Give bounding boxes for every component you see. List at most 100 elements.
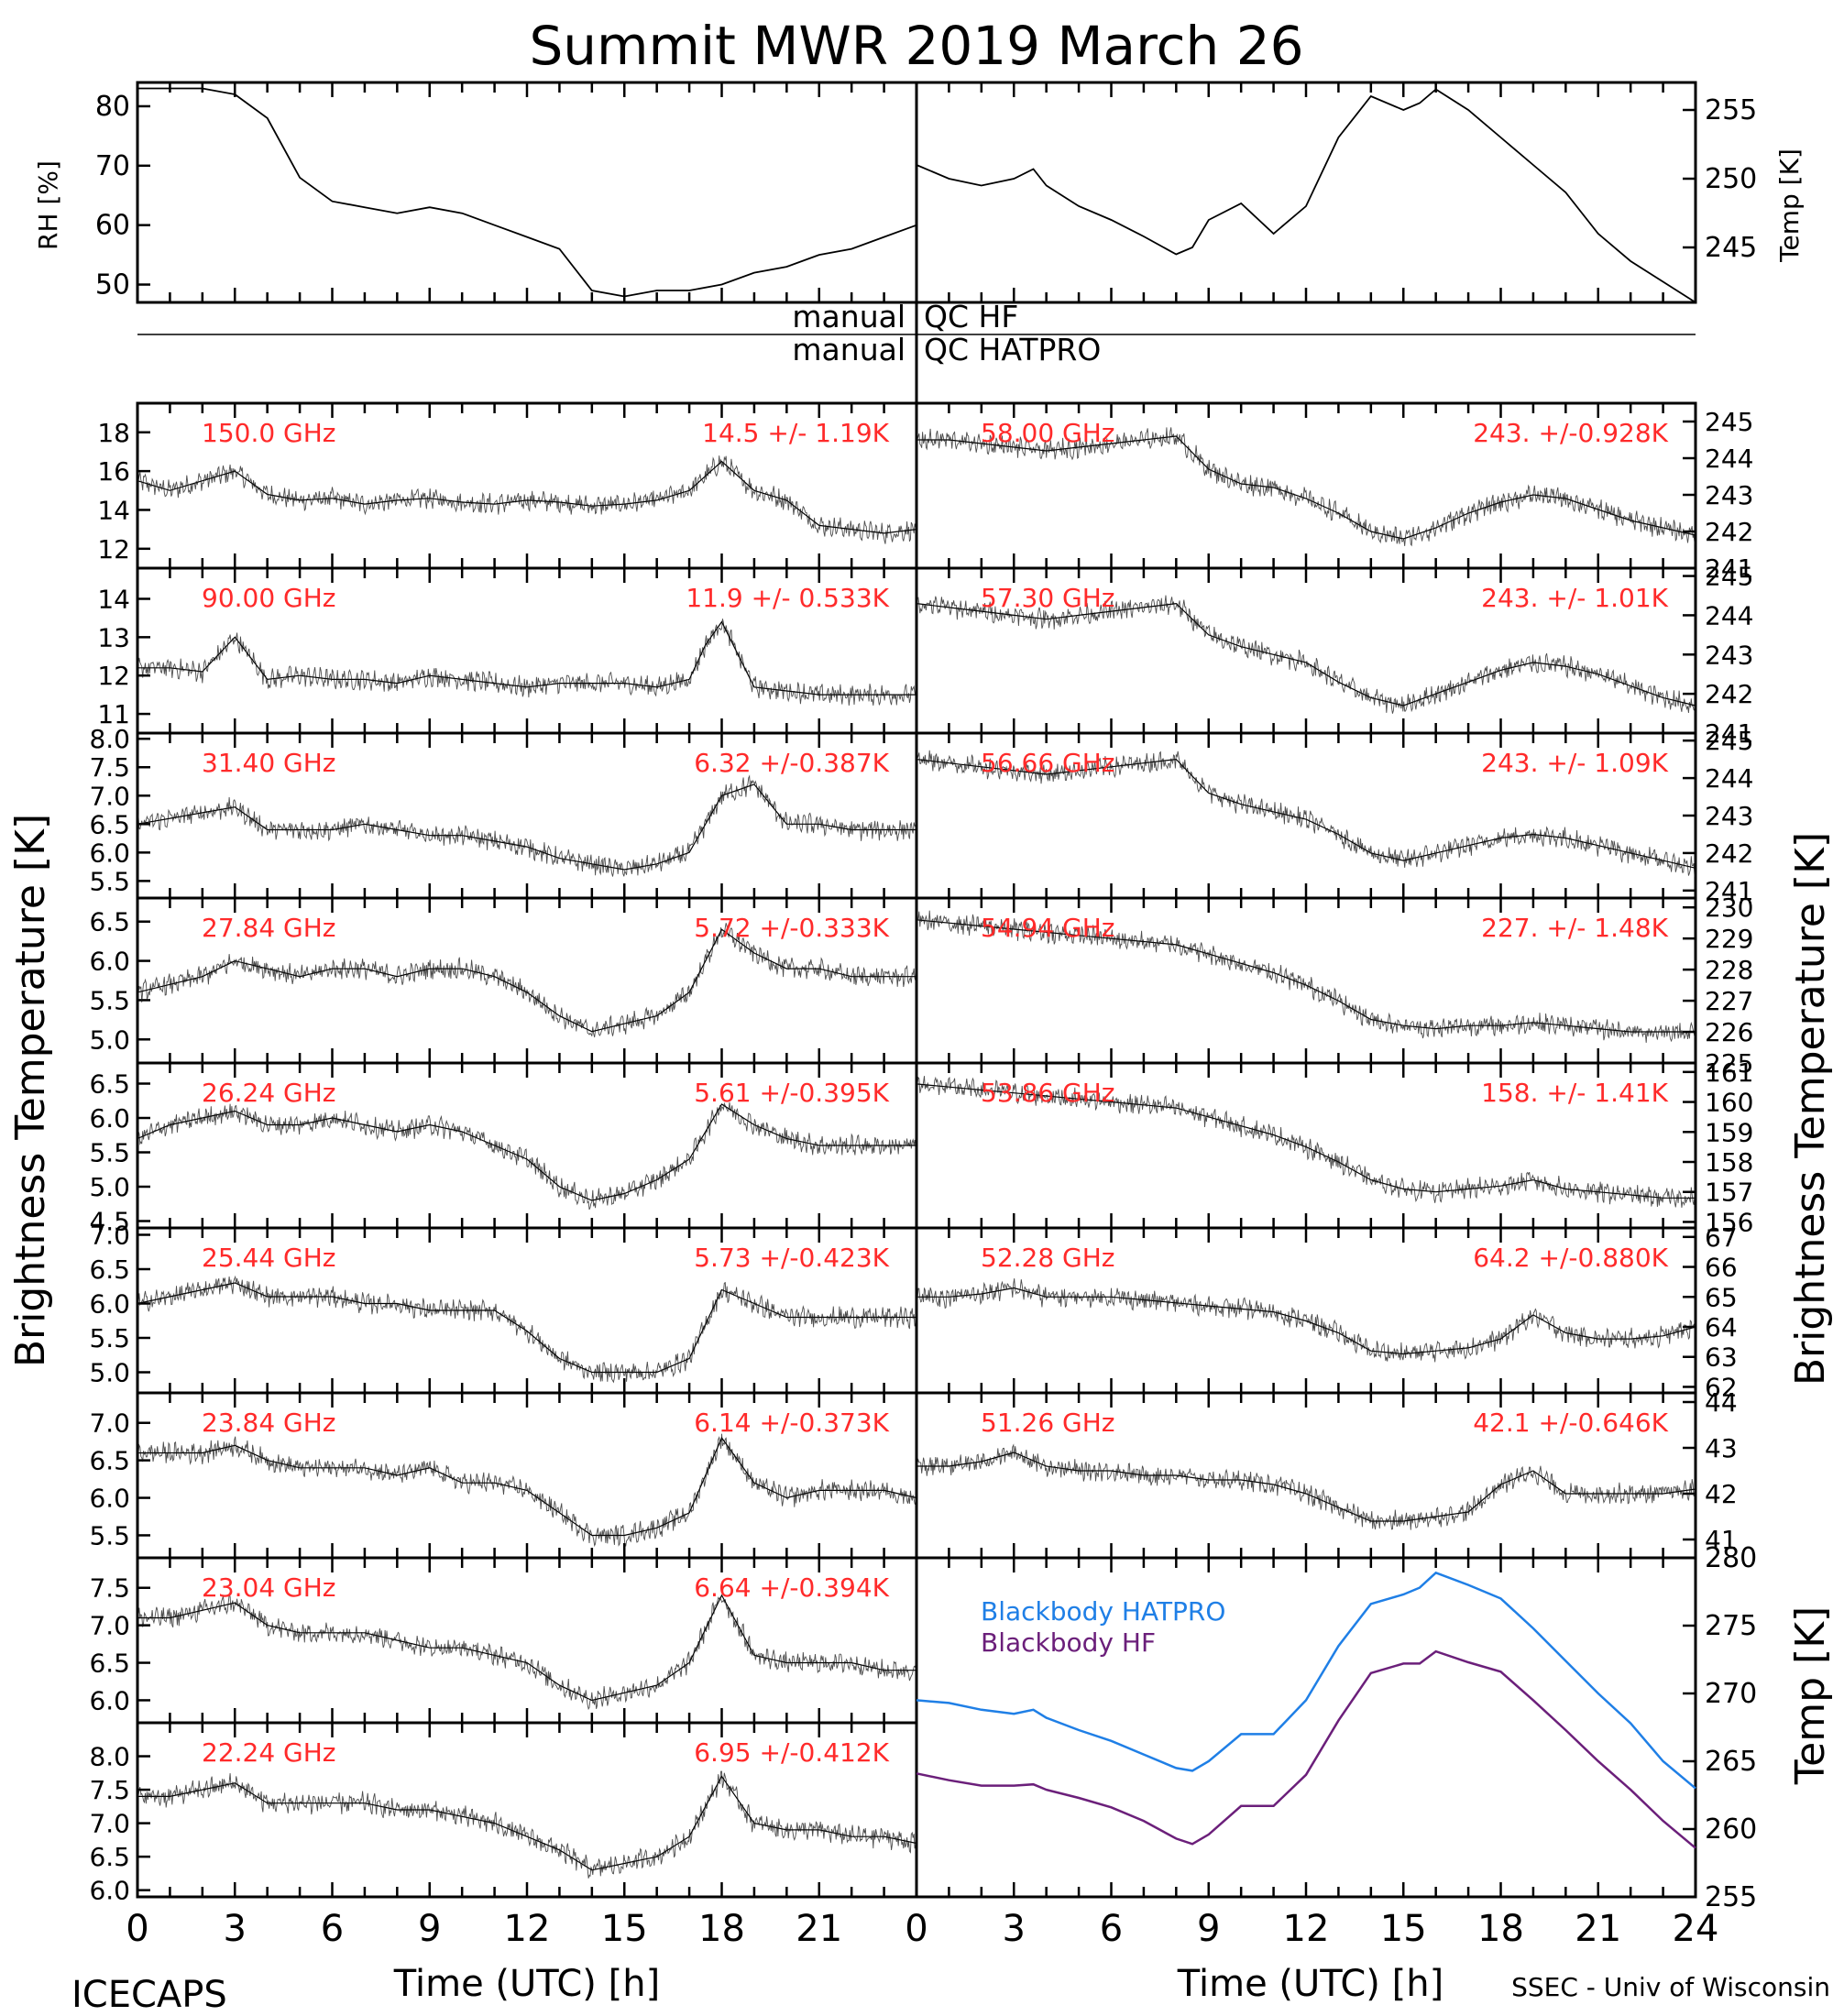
channel-stat: 11.9 +/- 0.533K <box>686 583 889 613</box>
y-tick-label: 7.5 <box>89 1573 130 1604</box>
panel-ch2304: 6.0 6.5 7.0 7.5 23.04 GHz 6.64 +/-0.394K <box>89 1556 918 1725</box>
x-tick-label: 6 <box>1100 1908 1123 1950</box>
x-tick-label: 18 <box>698 1908 745 1950</box>
y-tick-label: 6.0 <box>89 1289 130 1320</box>
y-tick-label: 13 <box>97 622 130 652</box>
panel-blackbody: 255 260 265 270 275 280 Blackbody HATPROBlackb… <box>905 1542 1757 1950</box>
channel-stat: 5.73 +/-0.423K <box>694 1243 889 1273</box>
y-tick-label: 265 <box>1705 1746 1757 1778</box>
channel-label: 52.28 GHz <box>981 1243 1115 1273</box>
channel-stat: 42.1 +/-0.646K <box>1473 1408 1668 1438</box>
x-axis-label-right: Time (UTC) [h] <box>1177 1963 1443 2005</box>
measurement-noise <box>916 1278 1696 1363</box>
y-tick-label: 242 <box>1705 517 1753 547</box>
temp-axis-label: Temp [K] <box>1774 148 1805 263</box>
y-tick-label: 228 <box>1705 955 1753 985</box>
y-tick-label: 7.0 <box>89 1809 130 1839</box>
channel-label: 54.94 GHz <box>981 913 1115 943</box>
measurement-noise <box>137 619 917 707</box>
series-line <box>137 1282 916 1374</box>
y-tick-label: 5.5 <box>89 1520 130 1550</box>
y-tick-label: 161 <box>1705 1057 1753 1088</box>
series-line-blackbody-hatpro <box>916 1571 1696 1790</box>
y-tick-label: 8.0 <box>89 724 130 754</box>
y-tick-label: 227 <box>1705 986 1753 1016</box>
channel-label: 25.44 GHz <box>202 1243 336 1273</box>
y-tick-label: 243 <box>1705 801 1753 831</box>
y-tick-label: 42 <box>1705 1479 1738 1509</box>
channel-stat: 5.72 +/-0.333K <box>694 913 889 943</box>
series-line <box>137 928 916 1033</box>
measurement-noise <box>137 923 917 1038</box>
channel-label: 150.0 GHz <box>202 418 336 448</box>
panel-ch2384: 5.5 6.0 6.5 7.0 23.84 GHz 6.14 +/-0.373K <box>89 1391 918 1560</box>
y-tick-label: 4.5 <box>89 1207 130 1237</box>
y-tick-label: 6.0 <box>89 1876 130 1906</box>
panel-ch2624: 4.5 5.0 5.5 6.06.5 26.24 GHz 5.61 +/-0.395K <box>89 1061 918 1237</box>
y-tick-label: 5.0 <box>89 1172 130 1202</box>
series-line <box>916 1287 1696 1355</box>
y-tick-label: 270 <box>1705 1678 1757 1710</box>
channel-label: 22.24 GHz <box>202 1737 336 1768</box>
qc-label-manual-1: manual <box>792 299 906 334</box>
y-tick-label: 6.5 <box>89 1255 130 1285</box>
channel-stat: 6.14 +/-0.373K <box>694 1408 889 1438</box>
y-tick-label: 229 <box>1705 924 1753 954</box>
channel-label: 51.26 GHz <box>981 1408 1115 1438</box>
channel-stat: 64.2 +/-0.880K <box>1473 1243 1668 1273</box>
y-tick-label: 160 <box>1705 1088 1753 1118</box>
y-tick-label: 6.0 <box>89 947 130 977</box>
y-tick-label: 225 <box>1705 1048 1753 1079</box>
panel-ch2224: 6.0 6.57.0 7.58.0 22.24 GHz 6.95 +/-0.412K 0 3… <box>89 1721 918 1950</box>
y-tick-label: 242 <box>1705 838 1753 869</box>
y-tick-label: 44 <box>1705 1387 1738 1418</box>
chart-title: Summit MWR 2019 March 26 <box>529 15 1303 77</box>
bt-axis-label-left: Brightness Temperature [K] <box>7 814 54 1367</box>
channel-label: 58.00 GHz <box>981 418 1115 448</box>
y-tick-label: 7.0 <box>89 1611 130 1641</box>
blackbody-temp-axis-label: Temp [K] <box>1787 1606 1833 1785</box>
y-tick-label: 6.0 <box>89 838 130 868</box>
measurement-noise <box>916 595 1696 715</box>
y-tick-label: 6.5 <box>89 1842 130 1872</box>
y-tick-label: 7.5 <box>89 1775 130 1805</box>
panel-frame <box>915 81 1697 304</box>
y-tick-label: 260 <box>1705 1813 1757 1846</box>
y-tick-label: 6.0 <box>89 1685 130 1715</box>
measurement-noise <box>137 1770 917 1879</box>
y-tick-label: 255 <box>1705 94 1757 126</box>
x-tick-label: 0 <box>905 1908 927 1950</box>
channel-stat: 243. +/-0.928K <box>1473 418 1668 448</box>
y-tick-label: 242 <box>1705 679 1753 709</box>
x-tick-label: 3 <box>1003 1908 1026 1950</box>
panel-frame <box>136 81 918 304</box>
measurement-noise <box>137 1275 917 1384</box>
channel-label: 31.40 GHz <box>202 748 336 778</box>
channel-stat: 227. +/- 1.48K <box>1481 913 1668 943</box>
x-axis-label-left: Time (UTC) [h] <box>393 1963 660 2005</box>
series-line <box>137 1775 917 1871</box>
series-line <box>137 87 917 298</box>
y-tick-label: 7.0 <box>89 1408 130 1439</box>
y-tick-label: 6.5 <box>89 1649 130 1679</box>
legend-entry: Blackbody HATPRO <box>981 1596 1225 1627</box>
panel-rh: 50 60 70 80 <box>95 81 918 304</box>
x-tick-label: 24 <box>1673 1908 1719 1950</box>
y-tick-label: 245 <box>1705 407 1753 437</box>
channel-label: 27.84 GHz <box>202 913 336 943</box>
channel-label: 57.30 GHz <box>981 583 1115 613</box>
panel-ch5730: 241 242 243 244 245 57.30 GHz 243. +/- 1.01K <box>915 562 1753 749</box>
measurement-noise <box>916 750 1696 878</box>
y-tick-label: 67 <box>1705 1222 1738 1253</box>
y-tick-label: 60 <box>95 210 130 242</box>
series-line <box>916 88 1696 303</box>
y-tick-label: 66 <box>1705 1253 1738 1283</box>
y-tick-label: 275 <box>1705 1610 1757 1642</box>
y-tick-label: 63 <box>1705 1342 1738 1373</box>
y-tick-label: 243 <box>1705 480 1753 510</box>
measurement-noise <box>916 1076 1696 1208</box>
channel-stat: 6.64 +/-0.394K <box>694 1572 889 1603</box>
